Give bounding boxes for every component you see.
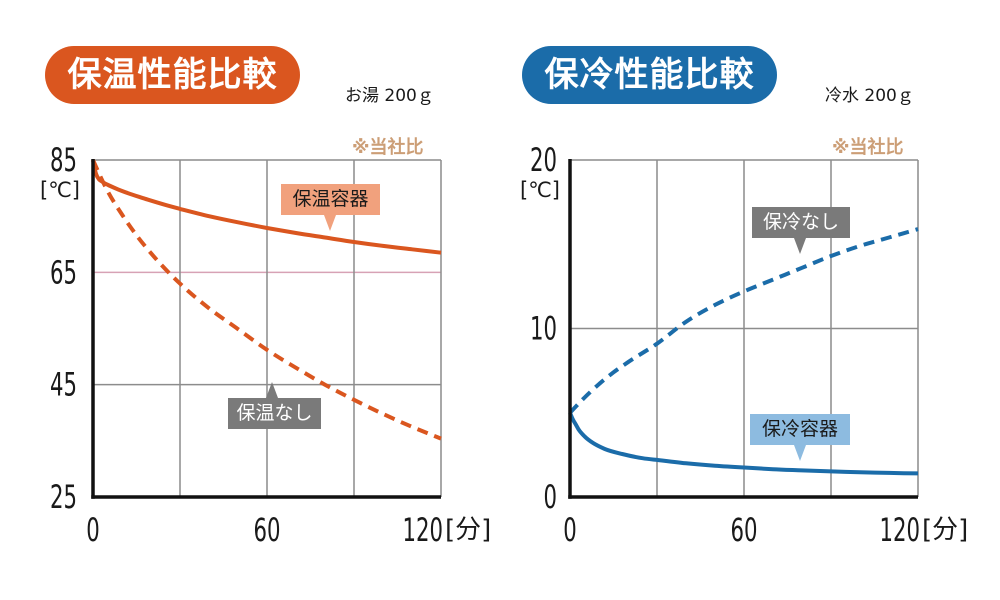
series-label-heat-without-container: 保温なし <box>228 382 321 429</box>
x-tick-label: 0 <box>86 511 100 549</box>
y-tick-label: 45 <box>50 366 77 404</box>
pointer-arrow-icon <box>794 238 806 254</box>
series-label-cold-with-container: 保冷容器 <box>750 414 850 461</box>
y-tick-label: 0 <box>544 478 558 516</box>
y-tick-label: 85 <box>50 141 77 179</box>
series-line-cold-with-container <box>568 412 919 476</box>
heat-chart-note: ※当社比 <box>352 137 424 158</box>
series-label-text: 保温容器 <box>292 188 369 210</box>
y-axis-unit-label: [℃] <box>520 178 560 202</box>
series-line-heat-without-container <box>91 159 442 441</box>
series-label-text: 保冷容器 <box>761 418 838 440</box>
x-tick-label: 120 <box>880 511 921 549</box>
heat-retention-chart: 85 65 45 25 [℃] 0 60 120 [分] <box>40 141 491 549</box>
x-tick-label: 60 <box>731 511 758 549</box>
series-label-heat-with-container: 保温容器 <box>281 184 380 231</box>
y-tick-label: 10 <box>530 310 557 348</box>
series-label-cold-without-container: 保冷なし <box>752 207 850 254</box>
cold-retention-chart: 20 10 0 [℃] 0 60 120 [分] <box>520 141 968 549</box>
series-label-text: 保冷なし <box>762 211 839 233</box>
series-line-cold-without-container <box>568 227 919 415</box>
pointer-arrow-icon <box>266 382 278 398</box>
cold-chart-subtitle: 冷水 200ｇ <box>825 86 914 106</box>
x-tick-label: 60 <box>254 511 281 549</box>
x-axis-unit-label: [分] <box>922 515 968 545</box>
heat-chart-subtitle: お湯 200ｇ <box>345 86 434 106</box>
pointer-arrow-icon <box>324 215 336 231</box>
y-tick-label: 20 <box>530 141 557 179</box>
pointer-arrow-icon <box>794 445 806 461</box>
heat-chart-title: 保温性能比較 <box>45 46 300 104</box>
y-tick-label: 65 <box>50 253 77 291</box>
cold-chart-note: ※当社比 <box>832 137 904 158</box>
x-tick-label: 120 <box>403 511 444 549</box>
y-tick-label: 25 <box>50 478 77 516</box>
x-axis-unit-label: [分] <box>445 515 491 545</box>
y-axis-unit-label: [℃] <box>40 178 80 202</box>
series-label-text: 保温なし <box>236 402 313 424</box>
x-tick-label: 0 <box>563 511 577 549</box>
cold-chart-title: 保冷性能比較 <box>522 46 777 104</box>
